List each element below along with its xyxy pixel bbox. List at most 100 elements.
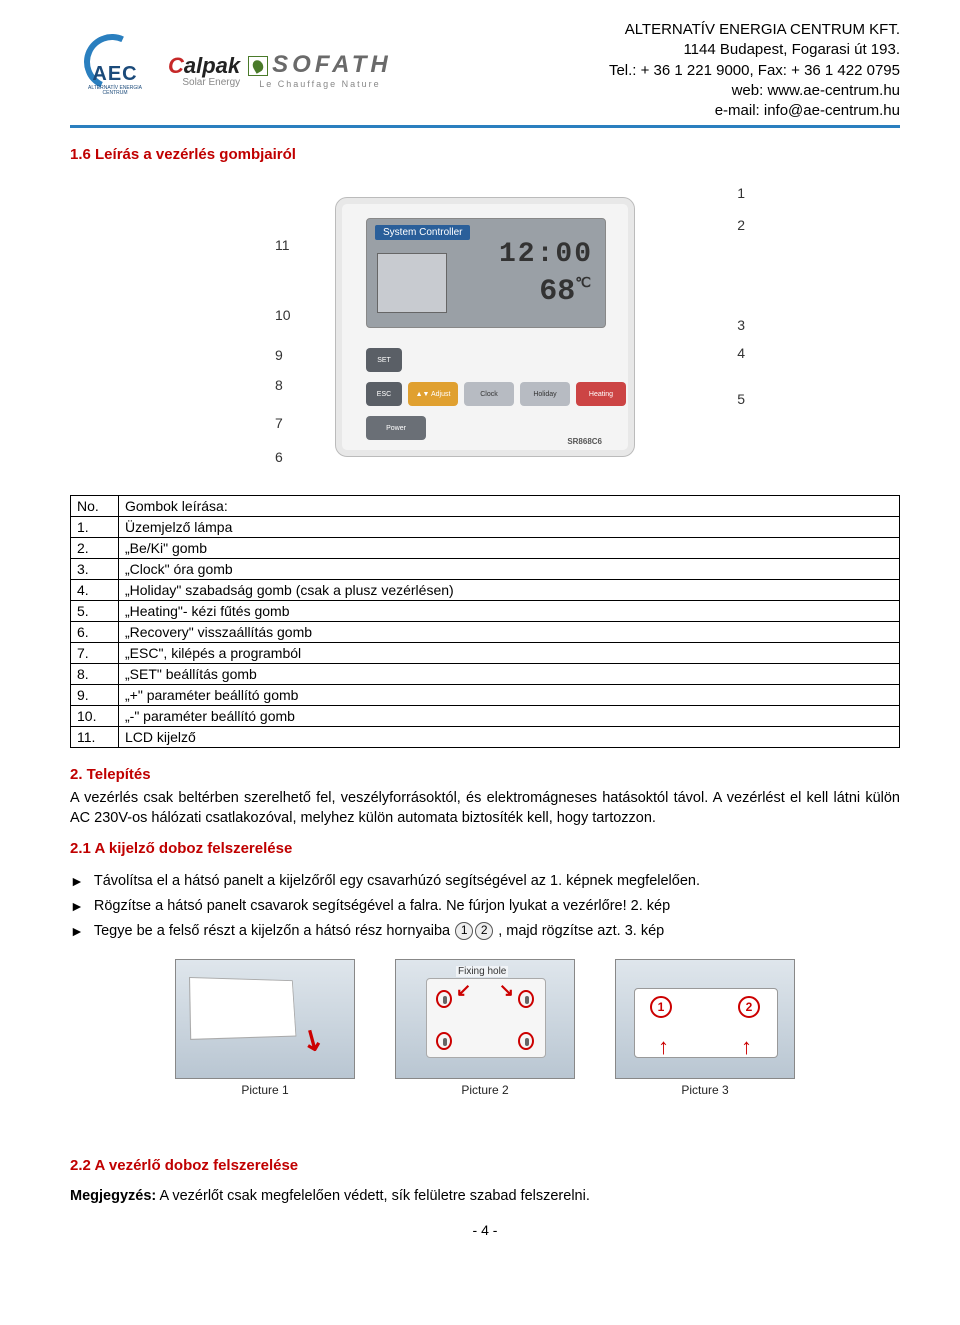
section-2-1-title: 2.1 A kijelző doboz felszerelése [70, 840, 900, 857]
callout-1: 1 [737, 185, 745, 201]
company-phone: Tel.: + 36 1 221 9000, Fax: + 36 1 422 0… [609, 61, 900, 81]
bullet-text: Távolítsa el a hátsó panelt a kijelzőről… [94, 871, 700, 891]
section-2-2-note: Megjegyzés: A vezérlőt csak megfelelően … [70, 1188, 900, 1204]
cell-no: 3. [71, 559, 119, 580]
esc-button: ESC [366, 382, 402, 406]
clock-button: Clock [464, 382, 514, 406]
cell-no: 11. [71, 727, 119, 748]
picture-3-label: Picture 3 [615, 1083, 795, 1097]
table-row: 10.„-" paraméter beállító gomb [71, 706, 900, 727]
company-web: web: www.ae-centrum.hu [609, 81, 900, 101]
picture-1: ↘ [175, 959, 355, 1079]
picture-2-block: Fixing hole ↙ ↘ Picture 2 [395, 959, 575, 1097]
power-button: Power [366, 416, 426, 440]
table-row: 3.„Clock" óra gomb [71, 559, 900, 580]
heating-button: Heating [576, 382, 626, 406]
callout-9: 9 [275, 347, 283, 363]
cell-desc: „Clock" óra gomb [119, 559, 900, 580]
picture-2-label: Picture 2 [395, 1083, 575, 1097]
cell-no: 7. [71, 643, 119, 664]
company-name: ALTERNATÍV ENERGIA CENTRUM KFT. [609, 20, 900, 40]
note-label: Megjegyzés: [70, 1188, 156, 1204]
picture-1-block: ↘ Picture 1 [175, 959, 355, 1097]
callout-7: 7 [275, 415, 283, 431]
logo-calpak: Calpak Solar Energy [168, 53, 240, 88]
company-info: ALTERNATÍV ENERGIA CENTRUM KFT. 1144 Bud… [609, 20, 900, 121]
cell-no: 8. [71, 664, 119, 685]
cell-desc: Üzemjelző lámpa [119, 517, 900, 538]
cell-no: 9. [71, 685, 119, 706]
table-row: 9.„+" paraméter beállító gomb [71, 685, 900, 706]
callout-10: 10 [275, 307, 291, 323]
cell-no: 2. [71, 538, 119, 559]
section-2: 2. Telepítés A vezérlés csak beltérben s… [70, 766, 900, 828]
page-header: AEC ALTERNATÍV ENERGIA CENTRUM Calpak So… [70, 20, 900, 121]
cell-no: 4. [71, 580, 119, 601]
set-button: SET [366, 348, 402, 372]
logo-row: AEC ALTERNATÍV ENERGIA CENTRUM Calpak So… [70, 40, 392, 100]
picture-3: 1 2 ↑ ↑ [615, 959, 795, 1079]
section-2-para: A vezérlés csak beltérben szerelhető fel… [70, 789, 900, 828]
picture-1-label: Picture 1 [175, 1083, 355, 1097]
logo-aec-text: AEC [70, 63, 160, 86]
cell-desc: „SET" beállítás gomb [119, 664, 900, 685]
table-row: 4.„Holiday" szabadság gomb (csak a plusz… [71, 580, 900, 601]
company-email: e-mail: info@ae-centrum.hu [609, 101, 900, 121]
lcd-title: System Controller [375, 225, 470, 240]
cell-desc: „-" paraméter beállító gomb [119, 706, 900, 727]
section-1-6-title: 1.6 Leírás a vezérlés gombjairól [70, 146, 900, 163]
buttons-table: No. Gombok leírása: 1.Üzemjelző lámpa 2.… [70, 495, 900, 748]
lcd-temp: 68℃ [539, 275, 591, 309]
bullet-list: ► Távolítsa el a hátsó panelt a kijelzőr… [70, 871, 900, 941]
table-header-no: No. [71, 496, 119, 517]
callout-6: 6 [275, 449, 283, 465]
cell-desc: LCD kijelző [119, 727, 900, 748]
table-row: 2.„Be/Ki" gomb [71, 538, 900, 559]
button-row-2: ESC ▲▼ Adjust Clock Holiday Heating [366, 382, 626, 406]
callout-3: 3 [737, 317, 745, 333]
logo-aec: AEC ALTERNATÍV ENERGIA CENTRUM [70, 40, 160, 100]
bullet-text: Rögzítse a hátsó panelt csavarok segítsé… [94, 896, 670, 916]
picture-3-arrow-icon: ↑ [658, 1034, 669, 1060]
cell-desc: „+" paraméter beállító gomb [119, 685, 900, 706]
logo-aec-sub: ALTERNATÍV ENERGIA CENTRUM [70, 86, 160, 96]
callout-11: 11 [275, 237, 290, 253]
picture-2-arrow-icon: ↘ [499, 980, 514, 1001]
bullet-item: ► Tegye be a felső részt a kijelzőn a há… [70, 921, 900, 942]
logo-calpak-sub: Solar Energy [168, 77, 240, 88]
callout-8: 8 [275, 377, 283, 393]
cell-no: 10. [71, 706, 119, 727]
bullet-item: ► Távolítsa el a hátsó panelt a kijelzőr… [70, 871, 900, 892]
section-2-title: 2. Telepítés [70, 766, 151, 783]
picture-3-circle-2-icon: 2 [738, 996, 760, 1018]
table-row: 1.Üzemjelző lámpa [71, 517, 900, 538]
picture-2-arrow-icon: ↙ [456, 980, 471, 1001]
bullet-text: Tegye be a felső részt a kijelzőn a háts… [94, 921, 664, 941]
logo-sofath-name: SOFATH [248, 51, 392, 78]
pictures-row: ↘ Picture 1 Fixing hole ↙ ↘ Picture 2 1 … [70, 959, 900, 1097]
cell-no: 5. [71, 601, 119, 622]
logo-calpak-text: Calpak [168, 53, 240, 78]
picture-3-block: 1 2 ↑ ↑ Picture 3 [615, 959, 795, 1097]
lcd-time: 12:00 [499, 239, 593, 270]
picture-3-arrow-icon: ↑ [741, 1034, 752, 1060]
lcd-system-icon [377, 253, 447, 313]
table-row: 11.LCD kijelző [71, 727, 900, 748]
section-2-2-title: 2.2 A vezérlő doboz felszerelése [70, 1157, 900, 1174]
picture-2: Fixing hole ↙ ↘ [395, 959, 575, 1079]
adjust-button: ▲▼ Adjust [408, 382, 458, 406]
table-row: 8.„SET" beállítás gomb [71, 664, 900, 685]
table-header-desc: Gombok leírása: [119, 496, 900, 517]
controller-body: System Controller 12:00 68℃ SET ESC ▲▼ A… [335, 197, 635, 457]
picture-1-arrow-icon: ↘ [294, 1019, 331, 1059]
table-header-row: No. Gombok leírása: [71, 496, 900, 517]
callout-2: 2 [737, 217, 745, 233]
cell-no: 1. [71, 517, 119, 538]
bullet-marker-icon: ► [70, 922, 84, 942]
controller-diagram: System Controller 12:00 68℃ SET ESC ▲▼ A… [225, 177, 745, 477]
note-text: A vezérlőt csak megfelelően védett, sík … [156, 1188, 590, 1204]
page-number: - 4 - [70, 1222, 900, 1238]
cell-desc: „ESC", kilépés a programból [119, 643, 900, 664]
company-address: 1144 Budapest, Fogarasi út 193. [609, 40, 900, 60]
table-row: 7.„ESC", kilépés a programból [71, 643, 900, 664]
